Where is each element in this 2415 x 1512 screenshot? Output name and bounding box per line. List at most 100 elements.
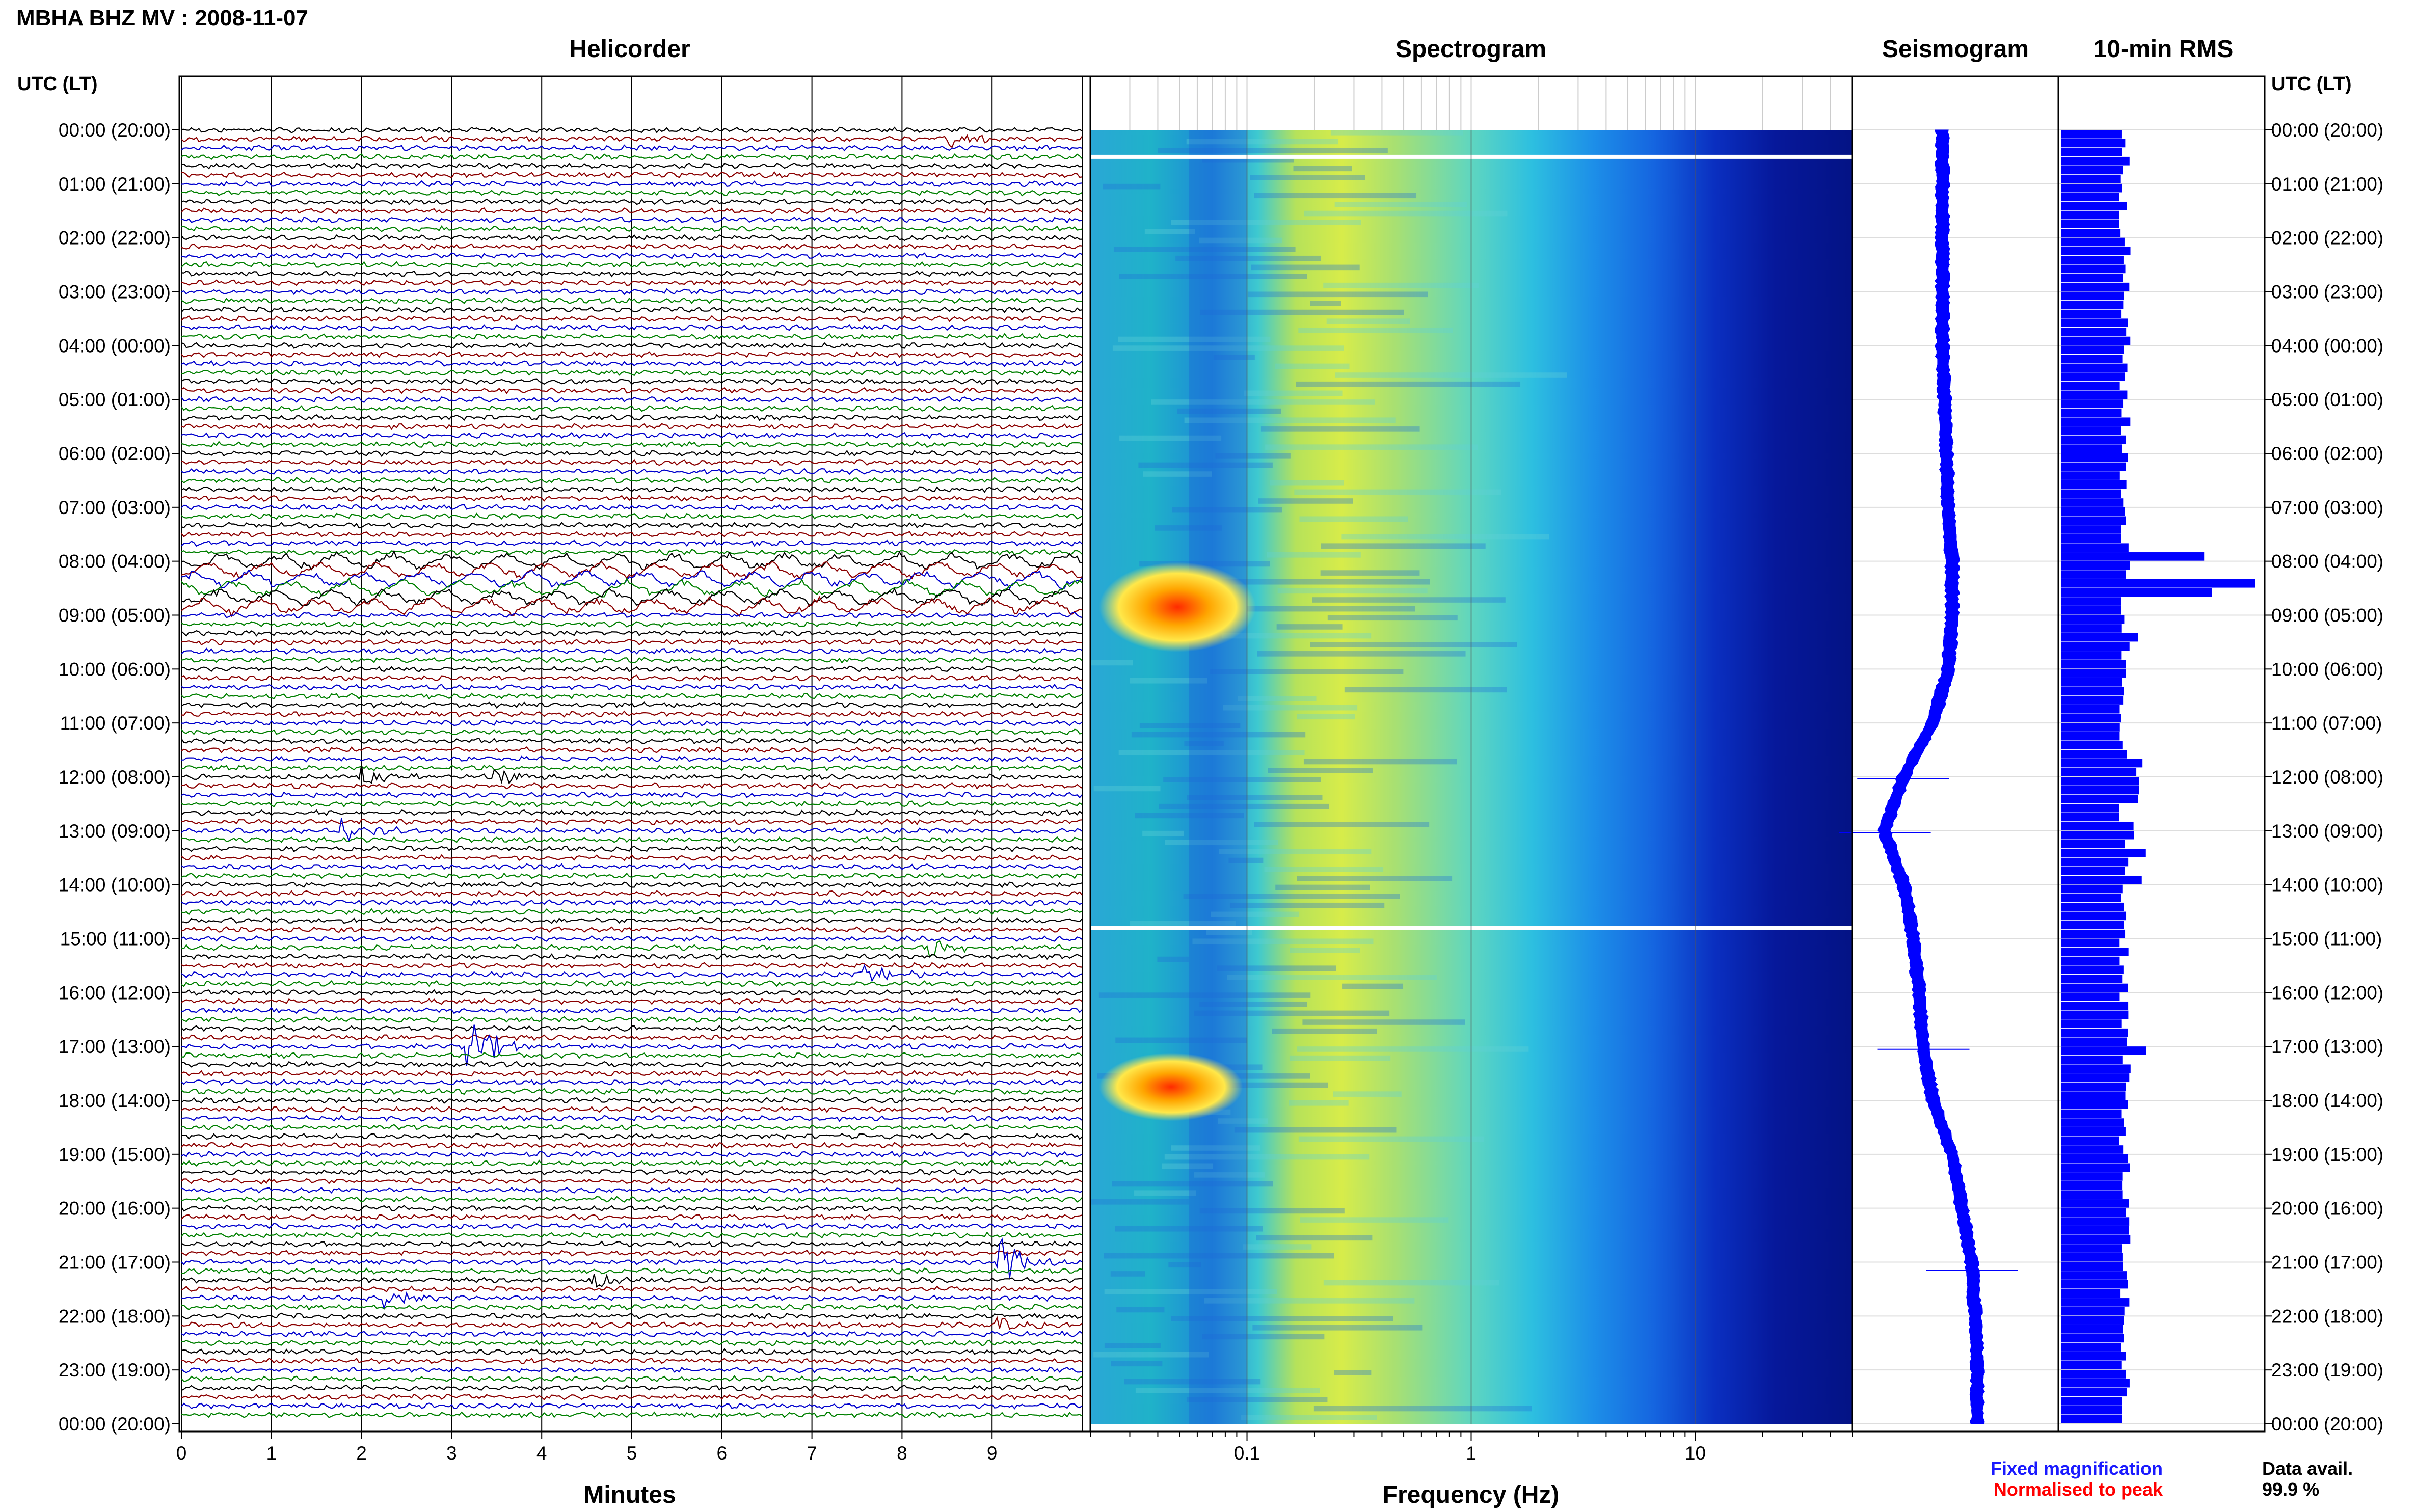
helicorder-trace — [181, 818, 1083, 826]
spectrogram-panel — [1090, 76, 1852, 1432]
rms-bar — [2061, 363, 2128, 372]
helicorder-trace — [181, 153, 1083, 161]
helicorder-trace — [181, 162, 1083, 170]
rms-bar — [2061, 1037, 2127, 1046]
rms-bar — [2061, 992, 2120, 1001]
rms-bar — [2061, 534, 2121, 543]
spectrogram-streak — [1334, 1370, 1372, 1375]
spectrogram-streak — [1260, 426, 1420, 432]
spectrogram-streak — [1103, 183, 1161, 190]
rms-bar — [2061, 274, 2123, 282]
rms-bar — [2061, 948, 2129, 956]
rms-bar — [2061, 1001, 2129, 1010]
hour-label-left: 01:00 (21:00) — [59, 174, 171, 195]
rms-bar — [2061, 516, 2126, 525]
rms-bar — [2061, 1208, 2126, 1217]
minutes-axis: 0 1 2 3 4 5 6 7 8 9 — [176, 1432, 997, 1464]
rms-bar — [2061, 669, 2126, 678]
hour-label-right: 16:00 (12:00) — [2271, 982, 2383, 1003]
minute-tick-label: 7 — [807, 1443, 817, 1464]
hour-labels-right: 00:00 (20:00) 01:00 (21:00) 02:00 (22:00) 0… — [2265, 120, 2383, 1435]
spectrogram-streak — [1130, 921, 1236, 926]
spectrogram-streak — [1303, 759, 1457, 765]
helicorder-trace — [181, 908, 1083, 915]
spectrogram-hotspot-1 — [1099, 1052, 1243, 1121]
spectrogram-streak — [1299, 516, 1408, 522]
spectrogram-streak — [1168, 1262, 1201, 1268]
helicorder-trace — [181, 899, 1083, 906]
rms-bar — [2061, 822, 2134, 830]
helicorder-trace — [181, 765, 1083, 785]
hour-label-right: 18:00 (14:00) — [2271, 1090, 2383, 1111]
hour-label-left: 03:00 (23:00) — [59, 282, 171, 303]
rms-panel — [2058, 76, 2265, 1432]
helicorder-trace — [181, 342, 1083, 349]
rms-bar — [2061, 1073, 2130, 1082]
spectrogram-streak — [1124, 1379, 1261, 1385]
helicorder-trace — [181, 126, 1083, 134]
legend-normalised-to-peak: Normalised to peak — [1994, 1479, 2163, 1500]
helicorder-trace — [181, 719, 1083, 727]
helicorder-trace — [181, 989, 1083, 996]
spectrogram-streak — [1298, 1136, 1484, 1142]
rms-bar — [2061, 291, 2124, 301]
hour-label-left: 12:00 (08:00) — [59, 767, 171, 788]
hour-label-left: 22:00 (18:00) — [59, 1306, 171, 1327]
spectrogram-streak — [1304, 210, 1508, 217]
spectrogram-streak — [1221, 579, 1430, 585]
rms-bar — [2061, 435, 2126, 444]
spectrogram-streak — [1199, 1208, 1345, 1214]
helicorder-trace — [181, 1151, 1083, 1158]
rms-bar — [2061, 480, 2127, 489]
spectrogram-streak — [1184, 741, 1224, 747]
hour-labels-left: 00:00 (20:00) 01:00 (21:00) 02:00 (22:00) 0… — [59, 120, 179, 1435]
helicorder-trace — [181, 1357, 1083, 1365]
rms-bar — [2061, 786, 2139, 795]
rms-bar — [2061, 202, 2127, 210]
frequency-tick-label: 1 — [1466, 1443, 1477, 1464]
spectrogram-streak — [1211, 911, 1300, 917]
spectrogram-streak — [1277, 588, 1428, 594]
rms-bar — [2061, 220, 2119, 229]
hour-label-right: 00:00 (20:00) — [2271, 120, 2383, 141]
spectrogram-streak — [1130, 678, 1208, 684]
rms-bar — [2061, 894, 2121, 902]
helicorder-trace — [181, 1285, 1083, 1293]
hour-label-left: 18:00 (14:00) — [59, 1090, 171, 1111]
helicorder-trace — [181, 261, 1083, 268]
spectrogram-streak — [1244, 390, 1343, 396]
helicorder-trace — [181, 1393, 1083, 1401]
spectrogram-streak — [1334, 202, 1467, 207]
rms-bar — [2061, 741, 2123, 750]
hour-label-right: 23:00 (19:00) — [2271, 1360, 2383, 1381]
spectrogram-streak — [1144, 229, 1195, 234]
rms-bar — [2061, 1343, 2121, 1352]
spectrogram-streak — [1116, 1307, 1165, 1313]
spectrogram-streak — [1113, 247, 1296, 252]
helicorder-trace — [181, 692, 1083, 700]
helicorder-trace — [181, 207, 1083, 214]
helicorder-trace — [181, 467, 1083, 475]
spectrogram-streak — [1243, 1244, 1312, 1250]
hour-label-right: 04:00 (00:00) — [2271, 335, 2383, 356]
hour-label-right: 12:00 (08:00) — [2271, 767, 2383, 788]
spectrogram-streak — [1264, 867, 1384, 872]
spectrogram-streak — [1098, 992, 1311, 998]
spectrogram-streak — [1238, 696, 1317, 701]
helicorder-trace — [181, 476, 1083, 484]
rms-bar — [2061, 965, 2124, 975]
rms-bar — [2061, 1334, 2124, 1343]
rms-bar — [2061, 444, 2122, 453]
rms-bar — [2061, 561, 2130, 570]
legend-fixed-magnification: Fixed magnification — [1991, 1458, 2163, 1479]
helicorder-trace — [181, 503, 1083, 511]
spectrogram-streak — [1172, 507, 1282, 513]
helicorder-trace — [181, 1348, 1083, 1356]
helicorder-trace — [181, 189, 1083, 197]
rms-bar — [2061, 714, 2121, 723]
spectrogram-streak — [1115, 1226, 1263, 1232]
helicorder-trace — [181, 836, 1083, 844]
helicorder-trace — [181, 800, 1083, 808]
rms-bar — [2061, 1163, 2130, 1172]
spectrogram-streak — [1171, 1145, 1260, 1151]
